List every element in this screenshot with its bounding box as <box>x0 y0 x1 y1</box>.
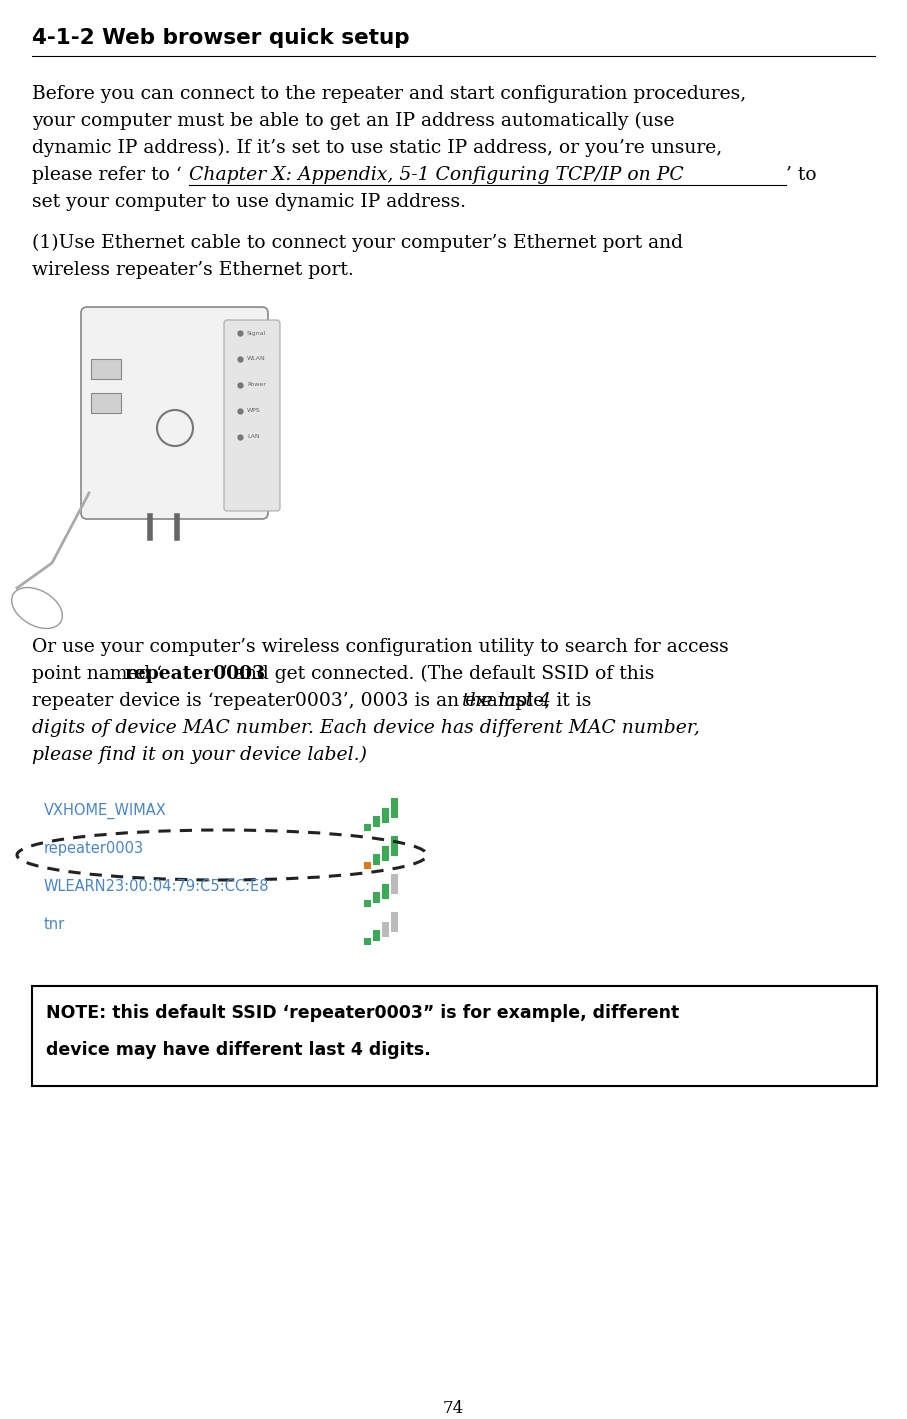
Text: repeater0003: repeater0003 <box>44 841 144 856</box>
Bar <box>391 874 398 894</box>
Bar <box>382 807 389 823</box>
Text: point named ‘: point named ‘ <box>32 666 162 683</box>
Text: your computer must be able to get an IP address automatically (use: your computer must be able to get an IP … <box>32 112 675 131</box>
Bar <box>373 816 380 827</box>
Bar <box>364 861 371 868</box>
Bar <box>382 846 389 861</box>
Bar <box>373 854 380 866</box>
Bar <box>391 797 398 817</box>
Text: tnr: tnr <box>44 917 65 932</box>
Bar <box>373 893 380 902</box>
FancyBboxPatch shape <box>91 359 121 379</box>
Text: Signal: Signal <box>247 331 267 335</box>
Text: 74: 74 <box>443 1401 464 1418</box>
Text: WPS: WPS <box>247 409 260 413</box>
Bar <box>382 922 389 937</box>
Text: ’ and get connected. (The default SSID of this: ’ and get connected. (The default SSID o… <box>222 666 655 684</box>
Text: please find it on your device label.): please find it on your device label.) <box>32 746 367 765</box>
Text: 4-1-2 Web browser quick setup: 4-1-2 Web browser quick setup <box>32 28 410 48</box>
Text: LAN: LAN <box>247 434 259 440</box>
Text: wireless repeater’s Ethernet port.: wireless repeater’s Ethernet port. <box>32 261 354 280</box>
Text: NOTE: this default SSID ‘repeater0003” is for example, different: NOTE: this default SSID ‘repeater0003” i… <box>46 1005 679 1022</box>
Bar <box>373 929 380 941</box>
Text: Or use your computer’s wireless configuration utility to search for access: Or use your computer’s wireless configur… <box>32 639 728 656</box>
Bar <box>364 824 371 832</box>
Text: device may have different last 4 digits.: device may have different last 4 digits. <box>46 1042 431 1059</box>
Text: the last 4: the last 4 <box>462 692 551 710</box>
Text: VXHOME_WIMAX: VXHOME_WIMAX <box>44 803 167 819</box>
Text: WLEARN23:00:04:79:C5:CC:E8: WLEARN23:00:04:79:C5:CC:E8 <box>44 878 269 894</box>
Text: Chapter X: Appendix, 5-1 Configuring TCP/IP on PC: Chapter X: Appendix, 5-1 Configuring TCP… <box>189 166 684 184</box>
Text: repeater0003: repeater0003 <box>125 666 266 683</box>
Bar <box>364 900 371 907</box>
Text: set your computer to use dynamic IP address.: set your computer to use dynamic IP addr… <box>32 193 466 211</box>
FancyBboxPatch shape <box>224 321 280 511</box>
FancyBboxPatch shape <box>81 307 268 519</box>
Text: WLAN: WLAN <box>247 356 266 362</box>
Text: (1)Use Ethernet cable to connect your computer’s Ethernet port and: (1)Use Ethernet cable to connect your co… <box>32 234 683 253</box>
Text: dynamic IP address). If it’s set to use static IP address, or you’re unsure,: dynamic IP address). If it’s set to use … <box>32 139 722 158</box>
Text: ’ to: ’ to <box>786 166 816 184</box>
FancyBboxPatch shape <box>91 393 121 413</box>
Text: please refer to ‘: please refer to ‘ <box>32 166 181 184</box>
Bar <box>391 836 398 856</box>
Bar <box>364 938 371 945</box>
Text: Before you can connect to the repeater and start configuration procedures,: Before you can connect to the repeater a… <box>32 85 746 104</box>
Text: repeater device is ‘repeater0003’, 0003 is an example, it is: repeater device is ‘repeater0003’, 0003 … <box>32 692 598 710</box>
Bar <box>382 884 389 900</box>
Text: Power: Power <box>247 383 266 387</box>
Text: digits of device MAC number. Each device has different MAC number,: digits of device MAC number. Each device… <box>32 719 700 736</box>
FancyBboxPatch shape <box>32 986 877 1086</box>
Bar <box>391 912 398 932</box>
